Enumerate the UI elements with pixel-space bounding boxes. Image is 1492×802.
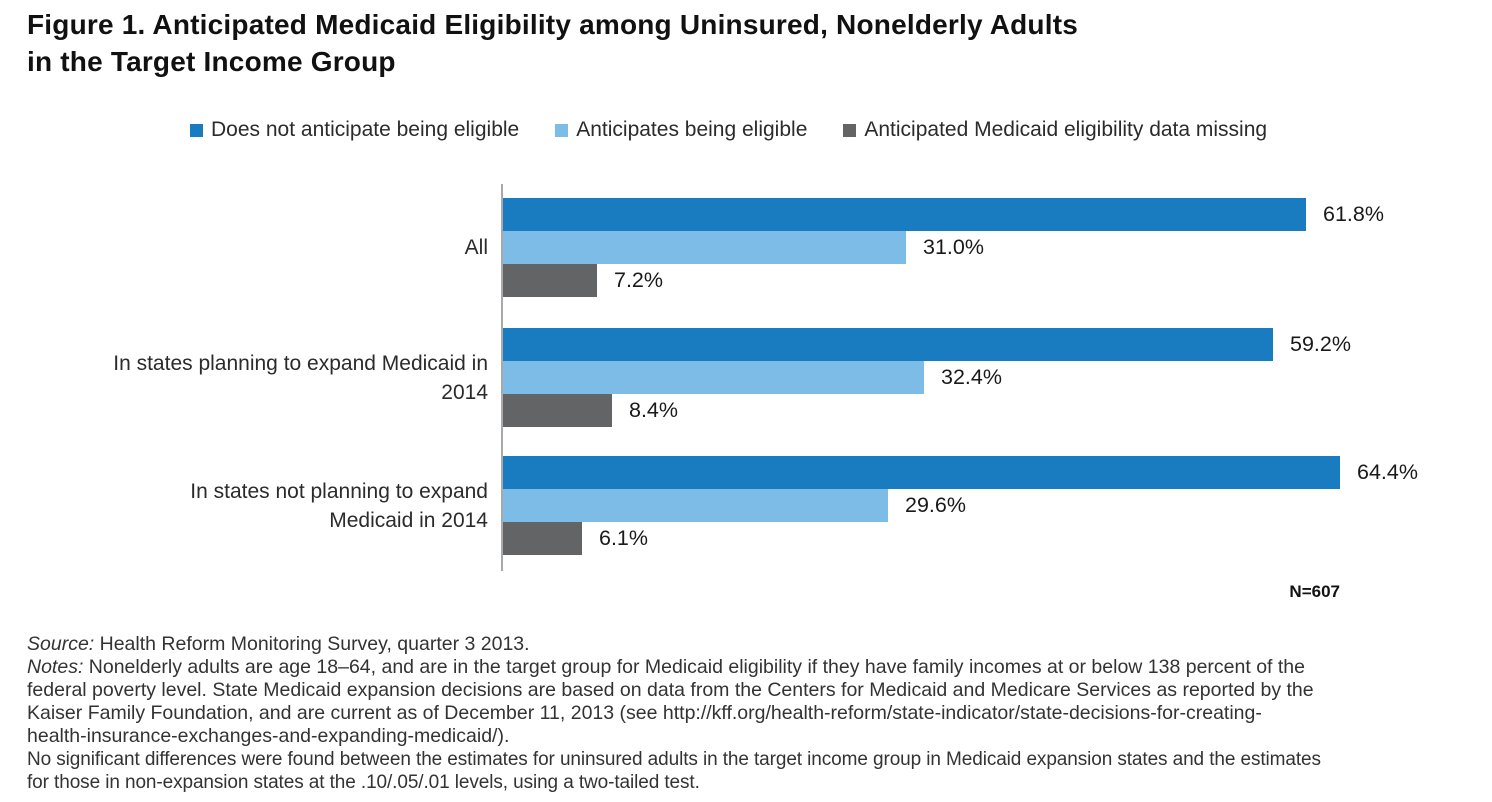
notes-prefix: Notes: xyxy=(27,656,84,678)
value-label: 32.4% xyxy=(941,365,1002,389)
footer-text: Nonelderly adults are age 18–64, and are… xyxy=(83,656,1305,678)
source-notes: Source: Health Reform Monitoring Survey,… xyxy=(27,633,1477,794)
sample-size-label: N=607 xyxy=(1289,582,1340,601)
bar-all-does-not-anticipate xyxy=(503,198,1306,231)
y-axis-line xyxy=(501,184,503,571)
bar-non-expansion-does-not-anticipate xyxy=(503,456,1340,489)
footer-line-notes: Notes: Nonelderly adults are age 18–64, … xyxy=(27,656,1477,679)
value-label: 8.4% xyxy=(629,398,679,422)
chart-legend: Does not anticipate being eligible Antic… xyxy=(190,118,1267,142)
category-label-all: All xyxy=(20,198,488,297)
bar-expansion-data-missing xyxy=(503,394,612,427)
footer-text: No significant differences were found be… xyxy=(27,749,1321,770)
footer-text: Kaiser Family Foundation, and are curren… xyxy=(27,702,1262,724)
bar-all-anticipates xyxy=(503,231,906,264)
bar-all-data-missing xyxy=(503,264,597,297)
category-label-line: In states planning to expand Medicaid in xyxy=(113,351,488,375)
footer-text: federal poverty level. State Medicaid ex… xyxy=(27,679,1314,701)
category-label-line: Medicaid in 2014 xyxy=(329,508,488,532)
bar-row: 61.8% xyxy=(503,198,1384,231)
value-label: 7.2% xyxy=(614,268,664,292)
figure-title: Figure 1. Anticipated Medicaid Eligibili… xyxy=(27,6,1078,80)
legend-item-does-not-anticipate: Does not anticipate being eligible xyxy=(190,118,519,142)
source-prefix: Source: xyxy=(27,633,95,655)
bar-row: 64.4% xyxy=(503,456,1418,489)
legend-label: Does not anticipate being eligible xyxy=(211,118,520,141)
figure-title-line2: in the Target Income Group xyxy=(27,46,396,77)
category-label-non-expansion-states: In states not planning to expand Medicai… xyxy=(20,456,488,555)
category-label-line: 2014 xyxy=(441,380,488,404)
footer-line: Kaiser Family Foundation, and are curren… xyxy=(27,702,1477,725)
legend-swatch-dark-blue xyxy=(190,123,203,137)
footer-line-significance: No significant differences were found be… xyxy=(27,748,1477,771)
value-label: 64.4% xyxy=(1357,460,1418,484)
value-label: 6.1% xyxy=(599,526,649,550)
footer-line: health-insurance-exchanges-and-expanding… xyxy=(27,725,1477,748)
bar-non-expansion-anticipates xyxy=(503,489,888,522)
footer-line: federal poverty level. State Medicaid ex… xyxy=(27,679,1477,702)
bar-row: 32.4% xyxy=(503,361,1002,394)
bar-expansion-anticipates xyxy=(503,361,924,394)
value-label: 31.0% xyxy=(923,235,984,259)
legend-label: Anticipated Medicaid eligibility data mi… xyxy=(864,118,1268,141)
footer-line-source: Source: Health Reform Monitoring Survey,… xyxy=(27,633,1477,656)
category-label-line: All xyxy=(464,236,488,259)
value-label: 61.8% xyxy=(1323,202,1384,226)
footer-line-significance: for those in non-expansion states at the… xyxy=(27,771,1477,794)
footer-text: for those in non-expansion states at the… xyxy=(27,772,700,793)
bar-row: 6.1% xyxy=(503,522,648,555)
legend-label: Anticipates being eligible xyxy=(576,118,808,141)
legend-swatch-light-blue xyxy=(555,123,569,137)
figure-title-line1: Figure 1. Anticipated Medicaid Eligibili… xyxy=(27,9,1079,40)
legend-item-data-missing: Anticipated Medicaid eligibility data mi… xyxy=(843,118,1267,142)
value-label: 29.6% xyxy=(905,493,966,517)
bar-expansion-does-not-anticipate xyxy=(503,328,1273,361)
footer-text: Health Reform Monitoring Survey, quarter… xyxy=(94,633,530,655)
bar-row: 29.6% xyxy=(503,489,966,522)
bar-row: 8.4% xyxy=(503,394,678,427)
legend-item-anticipates: Anticipates being eligible xyxy=(555,118,807,142)
legend-swatch-gray xyxy=(843,123,857,137)
category-label-expansion-states: In states planning to expand Medicaid in… xyxy=(20,328,488,427)
bar-row: 59.2% xyxy=(503,328,1351,361)
bar-row: 31.0% xyxy=(503,231,984,264)
bar-non-expansion-data-missing xyxy=(503,522,582,555)
bar-row: 7.2% xyxy=(503,264,663,297)
value-label: 59.2% xyxy=(1290,332,1351,356)
category-label-line: In states not planning to expand xyxy=(190,479,488,503)
footer-text: health-insurance-exchanges-and-expanding… xyxy=(27,725,510,747)
